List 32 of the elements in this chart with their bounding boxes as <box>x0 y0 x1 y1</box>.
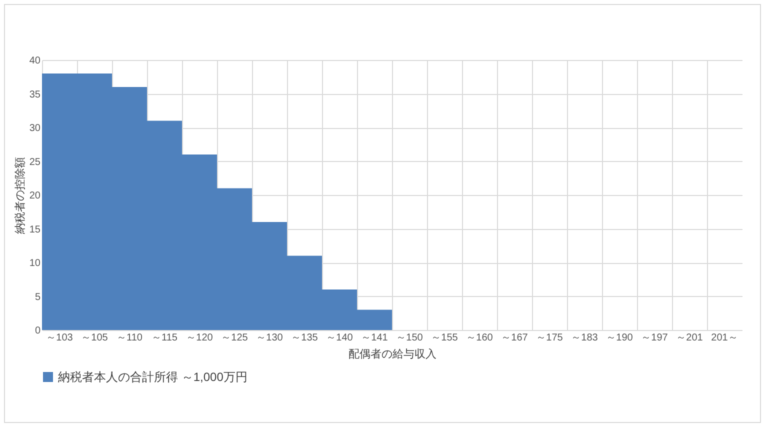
x-tick-label: ～130 <box>256 332 284 344</box>
x-tick-label: ～197 <box>641 332 668 344</box>
x-tick-label: ～110 <box>116 332 143 344</box>
x-tick-label: 201～ <box>711 332 738 344</box>
y-tick-label: 5 <box>34 292 41 303</box>
y-tick-label: 0 <box>34 326 41 336</box>
y-tick-label: 10 <box>29 258 41 269</box>
x-tick-label: ～120 <box>186 332 214 344</box>
x-tick-label: ～103 <box>46 332 74 344</box>
x-tick-label: ～115 <box>152 332 178 344</box>
x-tick-label: ～150 <box>396 332 424 344</box>
x-tick-label: ～175 <box>536 332 564 344</box>
x-tick-label: ～125 <box>221 332 248 344</box>
x-tick-label: ～105 <box>81 332 108 344</box>
y-tick-label: 30 <box>29 123 41 134</box>
y-tick-label: 40 <box>29 56 41 66</box>
x-tick-label: ～160 <box>466 332 494 344</box>
x-tick-label: ～155 <box>431 332 458 344</box>
x-tick-label: ～141 <box>361 332 388 344</box>
x-tick-label: ～201 <box>676 332 704 344</box>
y-tick-label: 20 <box>29 190 41 202</box>
x-axis-title: 配偶者の給与収入 <box>348 348 436 360</box>
x-tick-label: ～167 <box>501 332 528 344</box>
y-tick-label: 35 <box>29 89 41 100</box>
x-tick-label: ～140 <box>326 332 354 344</box>
y-tick-label: 15 <box>29 224 41 236</box>
x-tick-label: ～135 <box>291 332 318 344</box>
legend-label: 納税者本人の合計所得 ～1,000万円 <box>58 370 248 384</box>
y-axis-title: 納税者の控除額 <box>13 157 26 234</box>
x-tick-label: ～183 <box>571 332 598 344</box>
x-tick-label: ～190 <box>606 332 634 344</box>
y-tick-label: 25 <box>29 156 41 168</box>
